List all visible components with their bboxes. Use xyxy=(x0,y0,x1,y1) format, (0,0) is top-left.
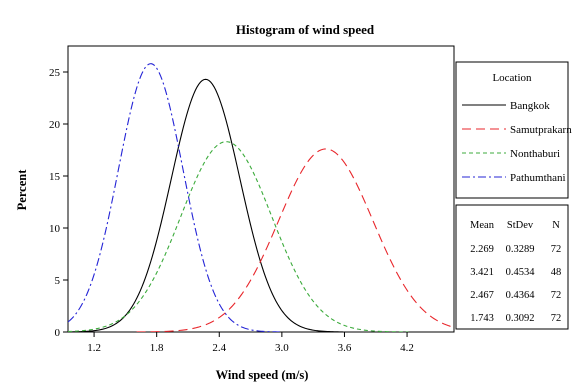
x-axis: 1.2 1.8 2.4 3.0 3.6 4.2 xyxy=(87,332,414,354)
y-tick-label: 5 xyxy=(55,275,61,287)
stats-cell: 2.269 xyxy=(470,244,494,255)
x-tick-label: 3.6 xyxy=(338,342,352,354)
series-line-bangkok xyxy=(68,78,343,332)
x-tick-label: 1.2 xyxy=(87,342,101,354)
legend-box xyxy=(455,61,569,199)
series-line-samutprakarn xyxy=(136,148,454,332)
y-tick-label: 10 xyxy=(49,223,61,235)
stats-cell: 1.743 xyxy=(470,313,494,324)
stats-cell: 72 xyxy=(551,290,562,301)
y-tick-label: 25 xyxy=(49,67,61,79)
legend-label-pathumthani: Pathumthani xyxy=(510,172,566,184)
stats-header: Mean xyxy=(470,220,495,231)
legend-entries: Bangkok Samutprakarn Nonthaburi Pathumthani xyxy=(462,100,572,184)
stats-cell: 48 xyxy=(551,267,562,278)
stats-cell: 0.3092 xyxy=(506,313,535,324)
stats-cell: 0.4364 xyxy=(506,290,536,301)
legend-label-samutprakarn: Samutprakarn xyxy=(510,124,572,136)
series-line-pathumthani xyxy=(68,63,280,332)
y-axis: 0 5 10 15 20 25 xyxy=(49,67,68,339)
stats-box xyxy=(455,204,569,330)
stats-cell: 3.421 xyxy=(470,267,494,278)
y-tick-label: 0 xyxy=(55,327,61,339)
plot-area xyxy=(67,45,455,333)
legend-label-bangkok: Bangkok xyxy=(510,100,550,112)
stats-cell: 0.3289 xyxy=(506,244,535,255)
chart-title: Histogram of wind speed xyxy=(236,22,375,37)
y-tick-label: 15 xyxy=(49,171,61,183)
stats-cell: 0.4534 xyxy=(506,267,536,278)
stats-cell: 72 xyxy=(551,244,562,255)
x-axis-label: Wind speed (m/s) xyxy=(216,368,309,382)
stats-cell: 72 xyxy=(551,313,562,324)
legend-label-nonthaburi: Nonthaburi xyxy=(510,148,560,160)
y-tick-label: 20 xyxy=(49,119,61,131)
legend-title: Location xyxy=(492,72,532,84)
x-tick-label: 4.2 xyxy=(400,342,414,354)
x-tick-label: 2.4 xyxy=(212,342,226,354)
x-tick-label: 1.8 xyxy=(150,342,164,354)
y-axis-label: Percent xyxy=(15,169,29,211)
series-line-nonthaburi xyxy=(68,141,409,332)
stats-cell: 2.467 xyxy=(470,290,494,301)
series-curves xyxy=(68,63,454,332)
x-tick-label: 3.0 xyxy=(275,342,289,354)
stats-header: N xyxy=(552,220,560,231)
stats-header: StDev xyxy=(507,220,534,231)
stats-table: Mean StDev N 2.269 0.3289 72 3.421 0.4534 48 2.46… xyxy=(470,220,561,324)
